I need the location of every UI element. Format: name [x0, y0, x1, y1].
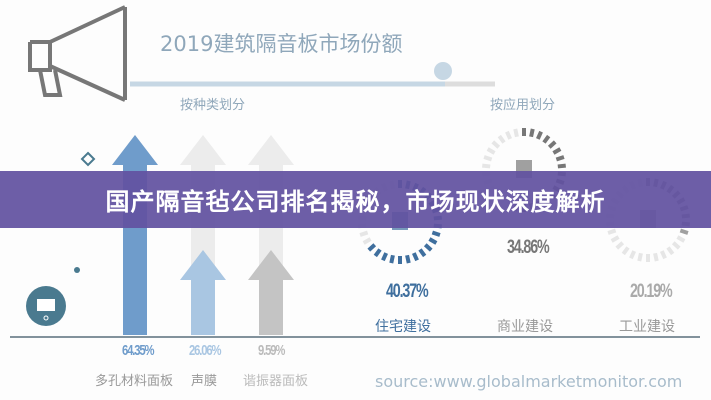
- ring-segment: [671, 241, 681, 250]
- type-section-title: 按种类划分: [180, 98, 246, 113]
- ring-segment: [676, 235, 686, 243]
- megaphone-icon: [28, 5, 127, 102]
- presentation-icon: [26, 286, 66, 326]
- bar-category-label: 声膜: [191, 374, 218, 389]
- ring-segment: [428, 237, 438, 245]
- ring-segment: [629, 250, 636, 260]
- ring-segment: [389, 254, 395, 264]
- source-text: source:www.globalmarketmonitor.com: [375, 372, 683, 391]
- ring-value-label: 20.19%: [630, 281, 673, 302]
- ring-segment: [486, 147, 496, 155]
- article-title-banner: 国产隔音毡公司排名揭秘，市场现状深度解析: [0, 171, 711, 228]
- infographic-title: 2019建筑隔音板市场份额: [160, 32, 403, 56]
- ring-category-label: 商业建设: [497, 319, 553, 335]
- ring-segment: [483, 155, 493, 162]
- ring-segment: [660, 250, 667, 260]
- ring-segment: [536, 130, 543, 140]
- ring-segment: [529, 128, 535, 138]
- ring-segment: [431, 230, 441, 237]
- ring-segment: [637, 252, 643, 262]
- ring-segment: [405, 254, 411, 264]
- ring-segment: [367, 243, 377, 252]
- application-section-title: 按应用划分: [490, 98, 556, 113]
- ring-segment: [423, 243, 433, 252]
- ring-segment: [542, 134, 551, 144]
- ring-segment: [666, 246, 675, 256]
- ring-segment: [381, 252, 388, 262]
- ring-segment: [607, 228, 617, 235]
- ring-segment: [547, 140, 557, 149]
- ring-segment: [513, 128, 519, 138]
- ring-value-label: 40.37%: [386, 281, 429, 302]
- ring-segment: [418, 248, 427, 258]
- ring-segment: [557, 163, 566, 169]
- ring-segment: [362, 237, 372, 245]
- ring-segment: [497, 134, 506, 144]
- ring-segment: [679, 228, 689, 235]
- bar-arrow: [248, 250, 294, 335]
- ring-segment: [552, 147, 562, 155]
- bar-arrow: [112, 135, 158, 335]
- bar-value-label: 64.35%: [122, 342, 155, 359]
- bar-value-label: 9.59%: [258, 342, 285, 359]
- ring-category-label: 工业建设: [619, 319, 675, 335]
- ring-value-label: 34.86%: [507, 237, 550, 258]
- ring-category-label: 住宅建设: [375, 319, 431, 335]
- ring-segment: [610, 235, 620, 243]
- ring-segment: [555, 155, 565, 162]
- ring-segment: [412, 252, 419, 262]
- diamond-icon: [80, 151, 96, 167]
- ring-segment: [373, 248, 382, 258]
- ring-segment: [621, 246, 630, 256]
- ring-segment: [653, 252, 659, 262]
- ring-segment: [505, 130, 512, 140]
- ring-segment: [359, 230, 369, 237]
- ring-segment: [615, 241, 625, 250]
- bar-category-label: 谐振器面板: [243, 374, 309, 389]
- bar-arrow: [180, 250, 226, 335]
- ring-segment: [491, 140, 501, 149]
- dot: [74, 267, 80, 273]
- bar-category-label: 多孔材料面板: [95, 374, 174, 389]
- title-dot: [434, 62, 452, 80]
- bar-value-label: 26.06%: [189, 342, 222, 359]
- ring-segment: [482, 163, 491, 169]
